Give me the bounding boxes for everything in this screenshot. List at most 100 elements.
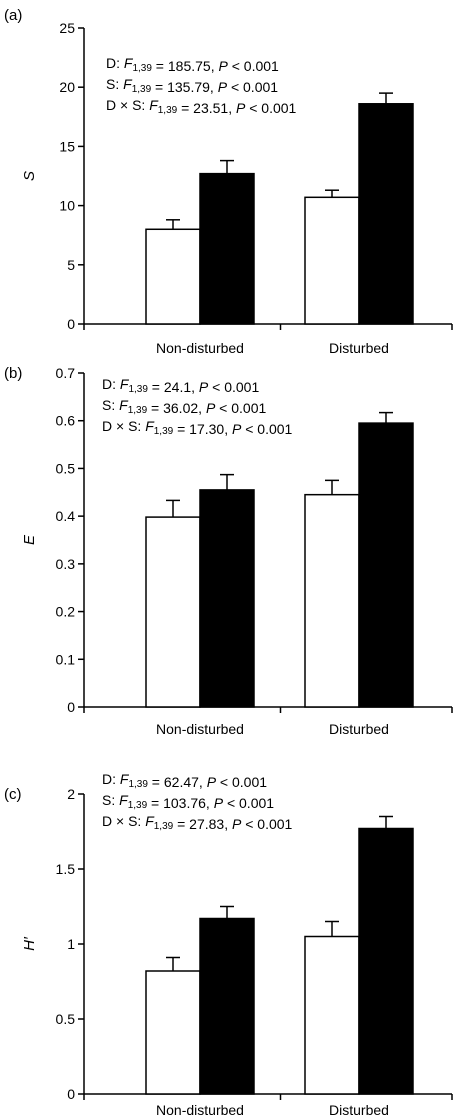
y-tick-label: 2: [67, 786, 75, 802]
stat-line: D × S: F1,39 = 17.30, P < 0.001: [102, 418, 293, 437]
stat-fragment: = 185.75,: [152, 58, 219, 74]
y-axis-label: E: [21, 534, 38, 545]
category-label: Non-disturbed: [156, 340, 244, 356]
stat-fragment: P: [232, 421, 242, 437]
bar: [145, 228, 201, 325]
stat-line: D × S: F1,39 = 27.83, P < 0.001: [102, 813, 293, 832]
stat-fragment: = 27.83,: [173, 816, 232, 832]
chart-panel-2: 0 0.1 0.2 0.3 0.4 0.5 0.6 0.7 Non-disturbed Distu…: [4, 365, 453, 737]
stat-fragment: S:: [102, 397, 119, 413]
stat-fragment: < 0.001: [215, 400, 266, 416]
y-tick-label: 1: [67, 936, 75, 952]
stat-fragment: F: [124, 55, 134, 71]
y-tick-label: 0.1: [56, 651, 76, 667]
stat-fragment: < 0.001: [241, 816, 292, 832]
stat-fragment: P: [214, 795, 224, 811]
y-tick-label: 0.7: [56, 365, 76, 381]
category-label: Non-disturbed: [156, 721, 244, 737]
stat-fragment: < 0.001: [208, 379, 259, 395]
y-tick-label: 15: [59, 138, 75, 154]
stat-fragment: < 0.001: [227, 79, 278, 95]
stat-fragment: 1,39: [154, 821, 174, 832]
y-tick-label: 0: [67, 699, 75, 715]
y-tick-label: 0.6: [56, 413, 76, 429]
stat-line: S: F1,39 = 36.02, P < 0.001: [102, 397, 266, 416]
stat-fragment: 1,39: [128, 384, 148, 395]
bar: [145, 516, 201, 708]
stat-fragment: S:: [106, 76, 123, 92]
y-tick-label: 0: [67, 316, 75, 332]
bar: [358, 422, 414, 708]
stat-fragment: F: [120, 376, 130, 392]
stat-fragment: F: [119, 792, 129, 808]
stat-fragment: 1,39: [154, 426, 174, 437]
stat-fragment: 1,39: [158, 105, 178, 116]
y-tick-label: 0.5: [56, 460, 76, 476]
stat-fragment: F: [149, 97, 159, 113]
category-label: Disturbed: [329, 1102, 389, 1118]
category-label: Disturbed: [329, 721, 389, 737]
stat-fragment: = 36.02,: [147, 400, 206, 416]
chart-panel-1: 0 5 10 15 20 25 Non-disturbed Disturbed (a) S D: F…: [4, 7, 453, 356]
stat-fragment: F: [145, 418, 155, 434]
stat-fragment: = 135.79,: [151, 79, 218, 95]
stat-fragment: D:: [102, 771, 120, 787]
stat-fragment: < 0.001: [228, 58, 279, 74]
stat-fragment: P: [207, 774, 217, 790]
y-tick-label: 5: [67, 257, 75, 273]
y-tick-label: 0: [67, 1086, 75, 1102]
stat-fragment: P: [236, 100, 246, 116]
stat-fragment: D:: [102, 376, 120, 392]
panel-label: (c): [4, 786, 22, 803]
chart-panel-3: 0 0.5 1 1.5 2 Non-disturbed Disturbed (c) H′ D: F…: [4, 771, 453, 1118]
stat-fragment: 1,39: [128, 779, 148, 790]
stat-fragment: = 17.30,: [173, 421, 232, 437]
stat-fragment: D × S:: [106, 97, 149, 113]
y-tick-label: 0.4: [56, 508, 76, 524]
stat-fragment: D:: [106, 55, 124, 71]
stat-fragment: = 103.76,: [147, 795, 214, 811]
category-label: Disturbed: [329, 340, 389, 356]
stat-fragment: < 0.001: [216, 774, 267, 790]
stat-line: D: F1,39 = 62.47, P < 0.001: [102, 771, 267, 790]
stat-fragment: = 62.47,: [148, 774, 207, 790]
y-axis-label: S: [21, 171, 38, 181]
bar: [145, 970, 201, 1095]
stat-fragment: 1,39: [128, 800, 148, 811]
y-tick-label: 1.5: [56, 861, 76, 877]
category-label: Non-disturbed: [156, 1102, 244, 1118]
stat-fragment: < 0.001: [241, 421, 292, 437]
stat-line: S: F1,39 = 103.76, P < 0.001: [102, 792, 274, 811]
stat-line: D: F1,39 = 185.75, P < 0.001: [106, 55, 279, 74]
stat-fragment: P: [206, 400, 216, 416]
y-tick-label: 25: [59, 20, 75, 36]
stat-line: S: F1,39 = 135.79, P < 0.001: [106, 76, 278, 95]
stat-fragment: 1,39: [132, 84, 152, 95]
stat-fragment: D × S:: [102, 813, 145, 829]
stat-line: D: F1,39 = 24.1, P < 0.001: [102, 376, 259, 395]
stat-fragment: 1,39: [132, 63, 152, 74]
stat-fragment: F: [120, 771, 130, 787]
stat-fragment: = 24.1,: [148, 379, 199, 395]
stat-fragment: S:: [102, 792, 119, 808]
stat-fragment: < 0.001: [245, 100, 296, 116]
bar: [358, 103, 414, 325]
stat-fragment: < 0.001: [223, 795, 274, 811]
bar: [304, 493, 360, 708]
y-tick-label: 0.5: [56, 1011, 76, 1027]
bar: [199, 489, 255, 708]
panel-label: (a): [4, 7, 22, 24]
stat-fragment: D × S:: [102, 418, 145, 434]
y-tick-label: 20: [59, 79, 75, 95]
stat-fragment: P: [232, 816, 242, 832]
bar: [199, 172, 255, 325]
y-tick-label: 0.3: [56, 556, 76, 572]
panel-label: (b): [4, 365, 22, 382]
stat-fragment: P: [199, 379, 209, 395]
stat-fragment: F: [145, 813, 155, 829]
stat-fragment: F: [123, 76, 133, 92]
stat-fragment: F: [119, 397, 129, 413]
stat-fragment: = 23.51,: [177, 100, 236, 116]
y-axis-label: H′: [21, 936, 38, 951]
